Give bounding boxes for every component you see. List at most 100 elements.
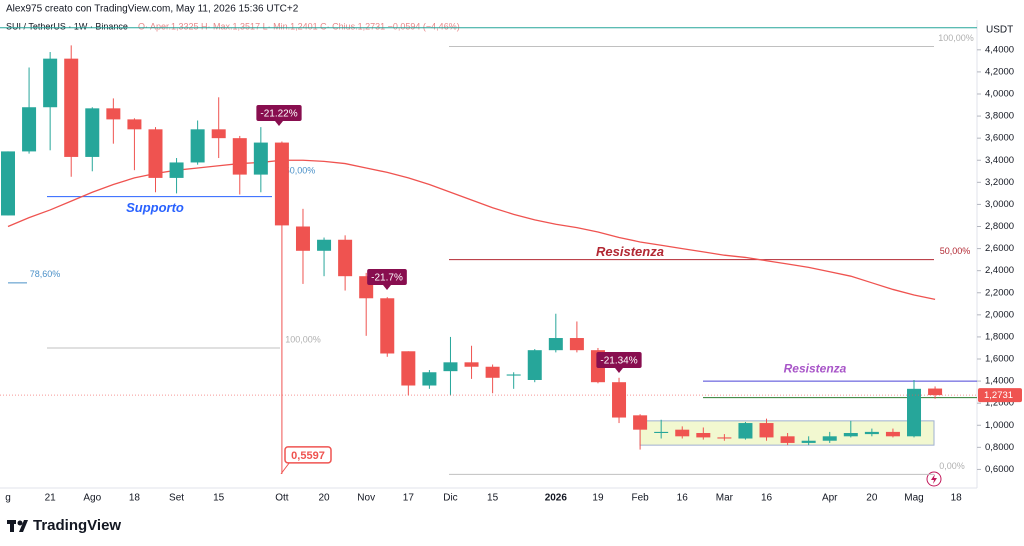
fib-label: 50,00%	[285, 166, 316, 176]
candle-body	[907, 388, 922, 437]
x-tick-label: 18	[129, 493, 141, 504]
y-tick-label: 2,6000	[985, 243, 1014, 254]
y-tick-label: 0,6000	[985, 464, 1014, 475]
candle-body	[253, 142, 268, 175]
y-tick-label: 4,2000	[985, 66, 1014, 77]
candle-body	[885, 431, 900, 437]
candle-body	[675, 429, 690, 437]
moving-average	[7, 159, 936, 301]
x-tick-label: 20	[866, 493, 878, 504]
x-tick-label: g	[5, 493, 11, 504]
fib-label: 0,00%	[939, 461, 965, 471]
fib-label: 78,60%	[30, 269, 61, 279]
x-tick-label: 17	[403, 493, 415, 504]
low-box	[284, 446, 332, 464]
y-tick-label: 1,2000	[985, 398, 1014, 409]
last-price-box	[978, 388, 1022, 403]
y-tick-label: 3,2000	[985, 177, 1014, 188]
header: Alex975 creato con TradingView.com, May …	[6, 4, 299, 15]
candle-body	[274, 142, 289, 226]
candle-body	[654, 431, 669, 433]
callout-label: -21.7%	[371, 273, 403, 284]
x-tick-label: 15	[487, 493, 499, 504]
candle-body	[422, 372, 437, 386]
level-label: Supporto	[126, 200, 184, 215]
candle-body	[64, 58, 79, 157]
callout-pointer	[275, 121, 283, 126]
candle-body	[338, 239, 353, 277]
brand-logo	[7, 520, 28, 532]
x-tick-label: Mar	[716, 493, 734, 504]
y-tick-label: 1,0000	[985, 420, 1014, 431]
callout-label: -21.34%	[600, 356, 637, 367]
callout-box	[256, 105, 302, 121]
fib-label: 50,00%	[940, 246, 971, 256]
x-tick-label: Ott	[275, 493, 289, 504]
candle-body	[443, 362, 458, 372]
y-tick-label: 3,6000	[985, 133, 1014, 144]
y-tick-label: 3,4000	[985, 155, 1014, 166]
candle-body	[43, 58, 58, 108]
candle-body	[506, 374, 521, 376]
candle-body	[780, 436, 795, 443]
candle-body	[169, 162, 184, 178]
x-tick-label: 2026	[545, 493, 568, 504]
candle-body	[148, 129, 163, 178]
x-tick-label: Mag	[904, 493, 923, 504]
candle-body	[822, 436, 837, 441]
candle-body	[864, 431, 879, 435]
fib-label: 100,00%	[285, 334, 321, 344]
candle-body	[738, 423, 753, 439]
x-tick-label: 18	[951, 493, 963, 504]
candle-body	[401, 351, 416, 386]
candle-body	[190, 129, 205, 163]
candle-body	[464, 362, 479, 367]
y-tick-label: 2,0000	[985, 309, 1014, 320]
low-pointer	[280, 461, 291, 475]
x-tick-label: 15	[213, 493, 225, 504]
candle-body	[1, 151, 15, 216]
fib-label: 100,00%	[938, 33, 974, 43]
candle-body	[295, 226, 310, 251]
candle-body	[211, 129, 226, 139]
low-label: 0,5597	[291, 450, 325, 462]
callout-box	[596, 352, 642, 368]
x-tick-label: 19	[592, 493, 604, 504]
candle-body	[759, 423, 774, 438]
candle-body	[127, 119, 142, 130]
candle-body	[527, 350, 542, 380]
candle-body	[928, 388, 943, 396]
candle-body	[569, 338, 584, 351]
legend-symbol: SUI / TetherUS · 1W · Binance	[6, 21, 128, 31]
x-tick-label: Nov	[357, 493, 375, 504]
candle-body	[548, 338, 563, 351]
x-tick-label: 16	[761, 493, 773, 504]
y-tick-label: 2,2000	[985, 287, 1014, 298]
x-tick-label: Set	[169, 493, 184, 504]
y-tick-label: 2,8000	[985, 221, 1014, 232]
x-tick-label: 16	[677, 493, 689, 504]
x-tick-label: 21	[45, 493, 57, 504]
level-label: Resistenza	[596, 244, 664, 259]
y-unit: USDT	[986, 25, 1013, 36]
y-tick-label: 4,4000	[985, 44, 1014, 55]
candle-body	[106, 108, 121, 120]
y-tick-label: 1,4000	[985, 376, 1014, 387]
legend-ohlc: O· Aper.1,3325 H· Max.1,3517 L· Min.1,24…	[138, 21, 460, 31]
x-tick-label: Feb	[631, 493, 649, 504]
candle-body	[633, 415, 648, 430]
candle-body	[380, 298, 395, 354]
y-tick-label: 2,4000	[985, 265, 1014, 276]
candle-body	[232, 138, 247, 175]
callout-box	[367, 269, 407, 285]
last-price-label: 1,2731	[984, 390, 1013, 401]
candle-body	[22, 107, 37, 152]
candle-body	[801, 440, 816, 443]
candle-body	[717, 437, 732, 439]
flash-icon	[926, 471, 942, 487]
callout-pointer	[615, 368, 623, 373]
brand: TradingView	[33, 517, 121, 534]
callout-label: -21.22%	[260, 109, 297, 120]
